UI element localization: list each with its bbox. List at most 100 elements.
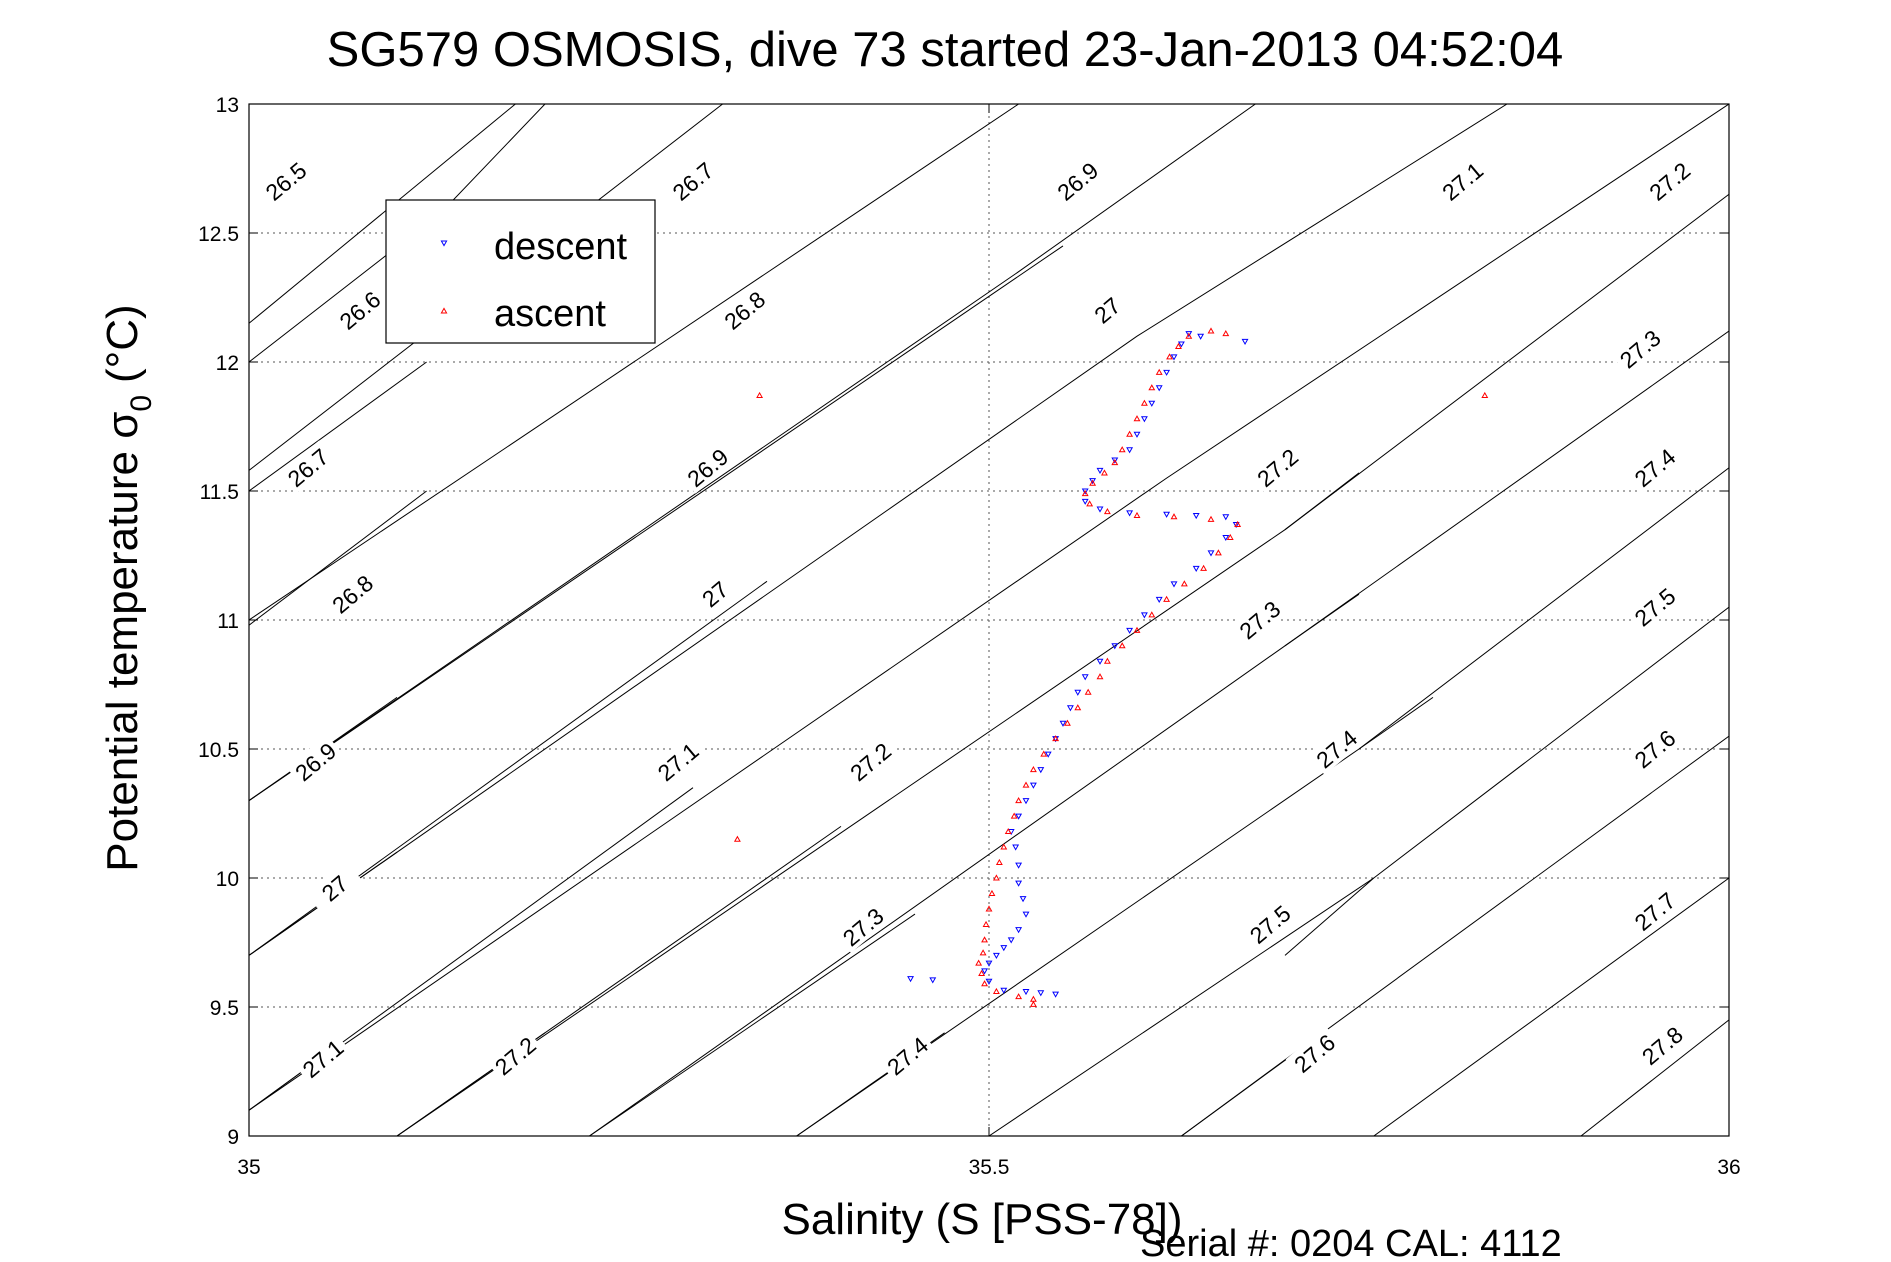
ascent-point (988, 889, 996, 896)
descent-point (1207, 550, 1215, 557)
isopycnal-line (988, 606, 1729, 1136)
isopycnal-line (1358, 696, 1434, 750)
y-tick-label: 10 (216, 868, 239, 891)
isopycnal-label-bg (1633, 1018, 1691, 1072)
isopycnal-label-bg (878, 1028, 936, 1082)
x-tick-label: 36 (1717, 1156, 1740, 1179)
descent-point (1155, 385, 1163, 392)
data-points (733, 327, 1489, 1007)
y-tick-label: 9.5 (210, 997, 239, 1020)
ascent-point (975, 959, 983, 966)
descent-point (1126, 627, 1134, 634)
isopycnal-label-bg (279, 440, 336, 494)
axis-ticks: 35 35.5 36 9 9.5 10 10.5 11 11.5 12 12.5 13 (198, 94, 1741, 1179)
isopycnal-line (1373, 877, 1729, 1136)
descent-point (1232, 522, 1240, 529)
ascent-point (1029, 766, 1037, 773)
ascent-point (1096, 673, 1104, 680)
isopycnal-label-bg (664, 153, 721, 208)
ascent-point (1214, 549, 1222, 556)
descent-point (1037, 990, 1045, 997)
ascent-point (1074, 704, 1082, 711)
isopycnal-line (796, 467, 1729, 1136)
ascent-point (1174, 342, 1182, 350)
ascent-point (733, 835, 741, 842)
ascent-point (1180, 580, 1188, 587)
ascent-point (1084, 688, 1092, 695)
ascent-point (1103, 657, 1111, 664)
ascent-point (1004, 827, 1012, 835)
descent-point (1096, 658, 1104, 665)
descent-point (1222, 514, 1230, 521)
ascent-point (1226, 533, 1234, 540)
isopycnal-label-bg (1611, 321, 1668, 376)
ascent-point (1185, 332, 1193, 339)
descent-point (1111, 457, 1119, 464)
descent-point (1163, 511, 1171, 518)
descent-point (1096, 467, 1104, 474)
ascent-point (1100, 469, 1108, 476)
legend-label-ascent: ascent (494, 293, 606, 335)
isopycnal-line (1284, 593, 1360, 647)
descent-point (1163, 369, 1171, 376)
ascent-point (1118, 642, 1126, 649)
isopycnal-label-bg (1626, 440, 1683, 494)
descent-point (1022, 989, 1030, 996)
ascent-point (992, 987, 1000, 995)
x-tick-label: 35 (237, 1156, 260, 1179)
ascent-point (1015, 796, 1023, 804)
legend-marker-ascent (440, 307, 448, 314)
isopycnal-label-bg (331, 282, 388, 337)
y-tick-label: 12 (216, 352, 239, 375)
descent-point (1170, 581, 1178, 588)
ascent-point (1133, 415, 1141, 422)
legend-marker-descent (440, 240, 448, 247)
descent-point (1133, 431, 1141, 438)
ascent-point (1063, 719, 1071, 726)
ascent-point (756, 391, 764, 399)
isopycnal-line (1284, 472, 1360, 531)
y-axis-label-main: Potential temperature σ (98, 412, 147, 872)
descent-point (1029, 782, 1037, 789)
legend-label-descent: descent (494, 226, 628, 268)
isopycnal-label-bg (649, 734, 706, 788)
ascent-point (992, 874, 1000, 881)
grid (249, 104, 1729, 1136)
isopycnal-line (1580, 1019, 1729, 1136)
isopycnal-label-bg (1248, 440, 1306, 494)
descent-point (1059, 720, 1067, 727)
descent-point (992, 952, 1000, 960)
isopycnal-label-bg (1048, 153, 1106, 208)
isopycnal-label-bg (841, 734, 899, 788)
descent-point (1140, 416, 1148, 423)
descent-point (985, 960, 993, 967)
descent-point (1197, 333, 1205, 340)
legend: descent ascent (385, 199, 656, 344)
ascent-point (1015, 993, 1023, 1000)
descent-point (1000, 945, 1008, 952)
descent-point (1015, 880, 1023, 887)
descent-point (1222, 534, 1230, 542)
descent-point (1126, 447, 1134, 454)
descent-point (1022, 798, 1030, 805)
isopycnal-line (249, 361, 427, 492)
ascent-point (1081, 489, 1089, 497)
ascent-point (1140, 399, 1148, 406)
y-axis-label-unit: (°C) (98, 304, 147, 383)
isopycnal-label-bg (686, 566, 743, 621)
isopycnal-label-bg (305, 860, 363, 915)
ascent-point (982, 920, 990, 927)
ascent-point (985, 905, 993, 912)
descent-point (1081, 498, 1089, 505)
descent-point (1140, 612, 1148, 619)
ascent-point (1234, 520, 1242, 528)
ascent-point (1133, 626, 1141, 633)
descent-point (1052, 991, 1060, 998)
descent-point (1096, 506, 1104, 513)
descent-point (1192, 565, 1200, 573)
isopycnal-line (249, 245, 1064, 802)
descent-point (929, 977, 937, 984)
descent-point (1192, 513, 1200, 520)
ascent-point (1133, 511, 1141, 519)
isopycnal-label-bg (323, 566, 381, 621)
